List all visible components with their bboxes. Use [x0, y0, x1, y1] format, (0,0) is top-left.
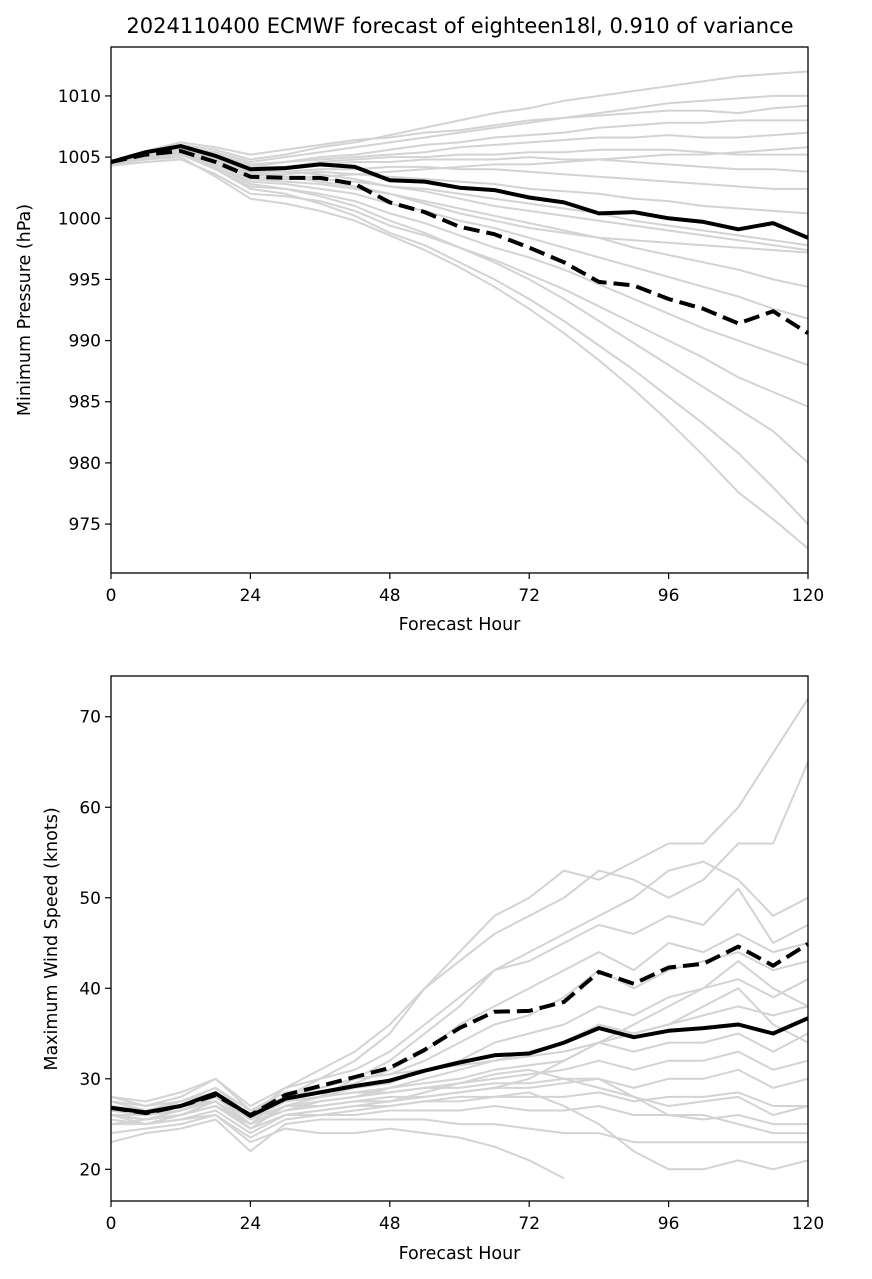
- pressure-y-tick-label: 985: [69, 393, 101, 413]
- pressure-plot-frame: [110, 46, 809, 574]
- pressure-y-tick-label: 1010: [58, 87, 101, 107]
- pressure-mean-solid-line: [110, 144, 809, 240]
- pressure-member-line-13: [110, 152, 809, 366]
- pressure-panel: 975 980 985 990 995 1000 1005 1010 0 24 48 72 96 120…: [15, 46, 824, 635]
- wind-member-line-19: [110, 960, 809, 1112]
- pressure-y-tick-label: 995: [69, 270, 101, 290]
- wind-y-tick-label: 70: [79, 708, 101, 728]
- pressure-member-line-2: [110, 94, 808, 165]
- wind-x-tick-label: 120: [792, 1214, 824, 1234]
- pressure-x-axis-ticks: 0 24 48 72 96 120: [106, 573, 824, 606]
- wind-member-line-1: [110, 698, 809, 1126]
- wind-y-axis-label: Maximum Wind Speed (knots): [42, 807, 62, 1070]
- pressure-member-line-18: [110, 148, 809, 254]
- wind-plot-frame: [110, 675, 809, 1202]
- wind-member-line-14: [110, 1118, 808, 1153]
- wind-mean-lines: [110, 942, 810, 1118]
- wind-member-line-20: [110, 1068, 809, 1130]
- wind-x-axis-label: Forecast Hour: [399, 1244, 522, 1264]
- wind-member-line-2: [110, 761, 809, 1116]
- wind-y-tick-label: 40: [79, 979, 101, 999]
- pressure-y-axis-ticks: 975 980 985 990 995 1000 1005 1010: [58, 87, 111, 535]
- pressure-x-tick-label: 48: [379, 586, 401, 606]
- pressure-y-tick-label: 1005: [58, 148, 101, 168]
- pressure-member-line-1: [110, 70, 809, 163]
- pressure-member-line-14: [110, 151, 809, 408]
- pressure-y-tick-label: 990: [69, 332, 101, 352]
- wind-y-tick-label: 30: [79, 1070, 101, 1090]
- pressure-member-line-9: [110, 147, 809, 215]
- pressure-y-axis-label: Minimum Pressure (hPa): [15, 204, 35, 416]
- pressure-member-line-16: [110, 153, 809, 525]
- top-chart-title: 2024110400 ECMWF forecast of eighteen18l…: [126, 14, 793, 38]
- pressure-member-line-17: [110, 156, 809, 550]
- wind-y-tick-label: 50: [79, 889, 101, 909]
- pressure-x-tick-label: 24: [240, 586, 262, 606]
- wind-x-tick-label: 24: [240, 1214, 262, 1234]
- pressure-mean-dashed-line: [110, 149, 810, 335]
- pressure-member-line-15: [110, 158, 809, 464]
- wind-x-tick-label: 72: [518, 1214, 540, 1234]
- wind-member-line-7: [111, 978, 809, 1121]
- pressure-x-tick-label: 96: [658, 586, 680, 606]
- wind-member-line-12: [111, 1091, 808, 1135]
- wind-x-axis-ticks: 0 24 48 72 96 120: [106, 1201, 824, 1234]
- pressure-member-line-12: [110, 153, 809, 320]
- wind-y-tick-label: 20: [79, 1160, 101, 1180]
- wind-member-line-9: [110, 1032, 809, 1116]
- pressure-y-tick-label: 980: [69, 454, 101, 474]
- wind-y-tick-label: 60: [79, 798, 101, 818]
- wind-x-tick-label: 96: [658, 1214, 680, 1234]
- wind-x-tick-label: 0: [106, 1214, 117, 1234]
- wind-y-axis-ticks: 20 30 40 50 60 70: [79, 708, 111, 1180]
- wind-member-line-13: [110, 1105, 808, 1139]
- pressure-member-line-11: [110, 150, 809, 288]
- pressure-mean-lines: [110, 144, 810, 335]
- pressure-member-line-3: [110, 104, 809, 162]
- pressure-x-tick-label: 0: [106, 586, 117, 606]
- wind-member-line-18: [110, 987, 809, 1126]
- wind-member-line-4: [110, 887, 809, 1107]
- pressure-y-tick-label: 1000: [58, 209, 101, 229]
- wind-mean-dashed-line: [110, 942, 810, 1117]
- pressure-x-axis-label: Forecast Hour: [399, 615, 522, 635]
- pressure-x-tick-label: 120: [792, 586, 824, 606]
- pressure-x-tick-label: 72: [518, 586, 540, 606]
- wind-member-line-16: [110, 1091, 809, 1171]
- wind-member-line-15: [110, 1114, 565, 1180]
- wind-x-tick-label: 48: [379, 1214, 401, 1234]
- wind-member-line-6: [110, 951, 809, 1112]
- wind-ensemble-members: [110, 698, 809, 1180]
- pressure-y-tick-label: 975: [69, 515, 101, 535]
